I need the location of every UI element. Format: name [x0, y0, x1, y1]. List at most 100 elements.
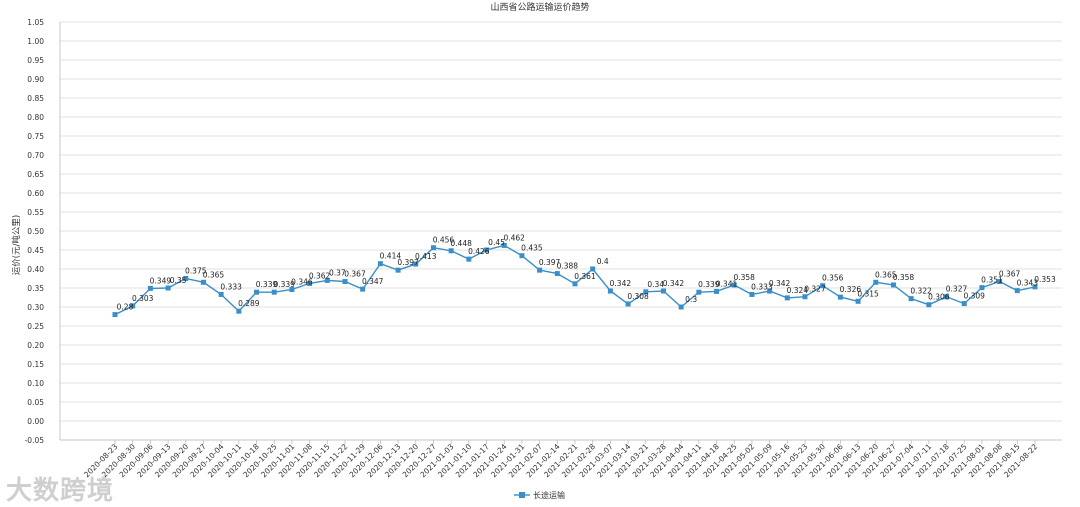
data-point	[961, 301, 967, 307]
data-point	[1014, 288, 1020, 294]
data-label: 0.327	[804, 285, 826, 294]
data-label: 0.456	[433, 236, 455, 245]
y-tick-label: 0.30	[27, 303, 44, 312]
data-label: 0.45	[488, 238, 505, 247]
y-tick-label: 0.05	[27, 398, 44, 407]
data-label: 0.349	[150, 276, 172, 285]
data-label: 0.353	[1034, 275, 1056, 284]
data-point	[731, 282, 737, 288]
data-point	[714, 288, 720, 294]
data-point	[519, 253, 525, 259]
data-label: 0.35	[170, 276, 187, 285]
data-point	[607, 288, 613, 294]
data-label: 0.414	[380, 252, 402, 261]
data-point	[147, 285, 153, 291]
data-point	[377, 261, 383, 267]
data-label: 0.339	[273, 280, 295, 289]
data-label: 0.367	[344, 270, 366, 279]
y-tick-label: 0.80	[27, 113, 44, 122]
y-tick-label: 0.85	[27, 94, 44, 103]
data-point	[908, 296, 914, 302]
data-label: 0.3	[685, 295, 697, 304]
data-label: 0.324	[787, 286, 809, 295]
data-point	[590, 266, 596, 272]
data-point	[873, 279, 879, 285]
data-point	[820, 283, 826, 289]
data-label: 0.351	[981, 276, 1003, 285]
y-tick-label: 0.20	[27, 341, 44, 350]
data-point	[466, 256, 472, 262]
y-tick-label: 0.95	[27, 56, 44, 65]
data-point	[643, 289, 649, 295]
data-label: 0.388	[557, 262, 579, 271]
data-label: 0.28	[117, 303, 134, 312]
legend-marker	[519, 492, 525, 498]
y-tick-label: 0.00	[27, 417, 44, 426]
data-label: 0.346	[291, 278, 313, 287]
y-tick-label: 0.75	[27, 132, 44, 141]
y-tick-label: 1.00	[27, 37, 44, 46]
data-label: 0.358	[893, 273, 915, 282]
y-axis-title: 运价(元/吨公里)	[11, 215, 22, 276]
y-tick-label: 0.40	[27, 265, 44, 274]
data-label: 0.339	[698, 280, 720, 289]
legend: 长途运输	[514, 490, 565, 500]
data-point	[413, 261, 419, 267]
data-point	[784, 295, 790, 301]
y-tick-label: 0.45	[27, 246, 44, 255]
data-label: 0.309	[963, 292, 985, 301]
data-point	[926, 302, 932, 308]
data-label: 0.435	[521, 244, 543, 253]
data-point	[625, 301, 631, 307]
data-label: 0.306	[928, 293, 950, 302]
y-tick-labels: -0.05 0.00 0.05 0.10 0.15 0.20 0.25 0.30 0.35 0.4…	[25, 18, 45, 445]
watermark-logo: 大数跨境	[6, 476, 115, 506]
data-point	[360, 286, 366, 292]
data-label: 0.448	[450, 239, 472, 248]
data-point	[1032, 284, 1038, 290]
data-label: 0.333	[751, 282, 773, 291]
data-label: 0.34	[647, 280, 664, 289]
data-label: 0.347	[362, 277, 384, 286]
data-point	[855, 298, 861, 304]
data-point	[165, 285, 171, 291]
data-label: 0.333	[220, 282, 242, 291]
data-point	[837, 294, 843, 300]
data-point	[501, 242, 507, 248]
grid	[59, 21, 1062, 441]
data-label: 0.37	[329, 268, 346, 277]
y-tick-label: 0.65	[27, 170, 44, 179]
data-label: 0.367	[999, 270, 1021, 279]
data-point	[289, 287, 295, 293]
data-point	[890, 282, 896, 288]
y-tick-label: 0.90	[27, 75, 44, 84]
data-label: 0.342	[769, 279, 791, 288]
data-label: 0.339	[256, 280, 278, 289]
data-point	[324, 277, 330, 283]
data-label: 0.341	[716, 279, 738, 288]
data-point	[448, 248, 454, 254]
data-label: 0.365	[875, 270, 897, 279]
data-point	[749, 291, 755, 297]
data-point	[130, 303, 136, 309]
data-point	[254, 289, 260, 295]
y-tick-label: 0.55	[27, 208, 44, 217]
data-label: 0.322	[910, 287, 932, 296]
chart-title: 山西省公路运输运价趋势	[490, 1, 589, 13]
data-label: 0.303	[132, 294, 154, 303]
y-tick-label: 0.50	[27, 227, 44, 236]
data-label: 0.342	[610, 279, 632, 288]
data-label: 0.289	[238, 299, 260, 308]
y-tick-label: -0.05	[25, 436, 45, 445]
data-label: 0.375	[185, 267, 207, 276]
data-label: 0.4	[597, 257, 609, 266]
data-point	[200, 279, 206, 285]
data-point	[979, 285, 985, 291]
data-label: 0.362	[309, 271, 331, 280]
data-label: 0.342	[663, 279, 685, 288]
data-point	[430, 245, 436, 251]
legend-label: 长途运输	[533, 490, 565, 500]
data-label: 0.308	[627, 292, 649, 301]
